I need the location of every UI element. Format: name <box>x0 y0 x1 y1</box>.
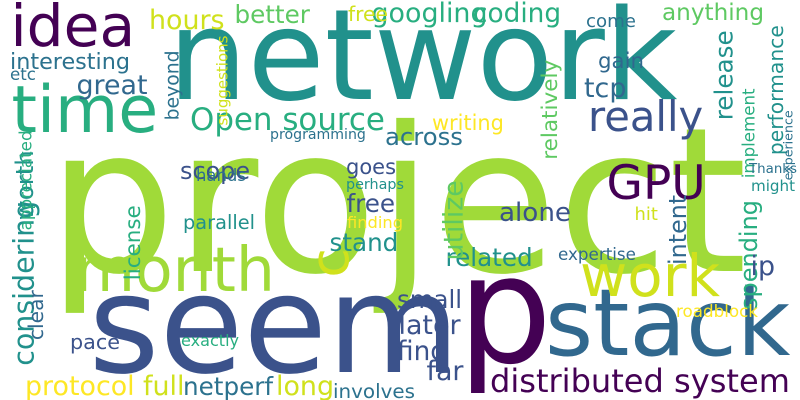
cloud-word: network <box>168 0 678 129</box>
cloud-word: programming <box>270 127 366 143</box>
cloud-word: appreciated <box>15 129 36 230</box>
cloud-word: stand <box>329 227 399 257</box>
cloud-word: release <box>709 29 739 120</box>
cloud-word: relatively <box>538 59 564 160</box>
cloud-word: coding <box>473 0 562 29</box>
cloud-word: expertise <box>558 243 636 264</box>
cloud-word: p <box>457 223 553 398</box>
cloud-word: later <box>398 309 461 341</box>
cloud-word: month <box>75 233 275 306</box>
cloud-word: idea <box>10 0 136 60</box>
cloud-word: might <box>751 176 796 195</box>
cloud-word: protocol <box>25 370 135 400</box>
cloud-word: involves <box>333 380 415 400</box>
cloud-word: exactly <box>181 331 240 350</box>
cloud-word: far <box>426 355 464 387</box>
cloud-word: parallel <box>183 210 255 234</box>
cloud-word: GPU <box>606 155 706 211</box>
cloud-word: distributed system <box>490 362 790 400</box>
cloud-word: work <box>580 242 720 310</box>
cloud-word: really <box>588 92 704 141</box>
cloud-word: intent <box>664 194 693 265</box>
cloud-word: anything <box>662 0 764 26</box>
cloud-word: hit <box>634 204 658 225</box>
cloud-word: goes <box>346 153 397 179</box>
cloud-word: project <box>47 84 748 319</box>
cloud-word: finding <box>347 213 404 232</box>
cloud-word: find <box>397 337 447 367</box>
cloud-word: suggestions <box>213 35 232 125</box>
cloud-word: time <box>11 72 159 148</box>
cloud-word: clear <box>23 290 48 341</box>
cloud-word: related <box>445 242 533 272</box>
cloud-word: full <box>143 370 185 400</box>
cloud-word: netperf <box>183 371 274 400</box>
cloud-word: hands <box>196 166 246 185</box>
cloud-word: long <box>276 370 335 400</box>
cloud-word: come <box>586 11 636 32</box>
cloud-word: great <box>76 69 148 101</box>
cloud-word: scope <box>180 157 251 185</box>
cloud-word: utilize <box>438 179 470 260</box>
cloud-word: small <box>397 285 463 314</box>
cloud-word: pace <box>70 329 121 354</box>
cloud-word: roadblock <box>676 300 758 321</box>
cloud-word: tcp <box>584 72 627 104</box>
cloud-word: Thanks <box>749 161 797 177</box>
cloud-word: free <box>346 188 396 218</box>
cloud-word: perhaps <box>346 177 404 193</box>
cloud-word: ip <box>750 250 776 282</box>
cloud-word: experience <box>780 109 796 180</box>
cloud-word: gain <box>598 48 644 74</box>
cloud-word: license <box>120 205 146 281</box>
cloud-word: interesting <box>10 49 131 75</box>
cloud-word: better <box>234 0 310 29</box>
cloud-word: googling <box>371 0 488 29</box>
cloud-word: across <box>385 122 463 151</box>
cloud-word: Open source <box>190 101 385 138</box>
cloud-word: free <box>348 2 388 26</box>
cloud-word: writing <box>432 110 504 135</box>
cloud-word: seem <box>88 247 460 400</box>
cloud-word: hours <box>149 4 225 36</box>
cloud-word: stack <box>545 269 791 377</box>
cloud-word: etc <box>10 64 36 84</box>
cloud-word: beyond <box>162 49 184 120</box>
cloud-word: alone <box>499 198 572 228</box>
